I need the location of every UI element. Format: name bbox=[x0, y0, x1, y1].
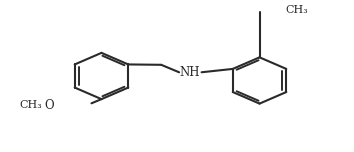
Text: CH₃: CH₃ bbox=[20, 100, 42, 110]
Text: NH: NH bbox=[179, 66, 200, 79]
Text: CH₃: CH₃ bbox=[285, 5, 308, 15]
Text: O: O bbox=[44, 99, 54, 112]
